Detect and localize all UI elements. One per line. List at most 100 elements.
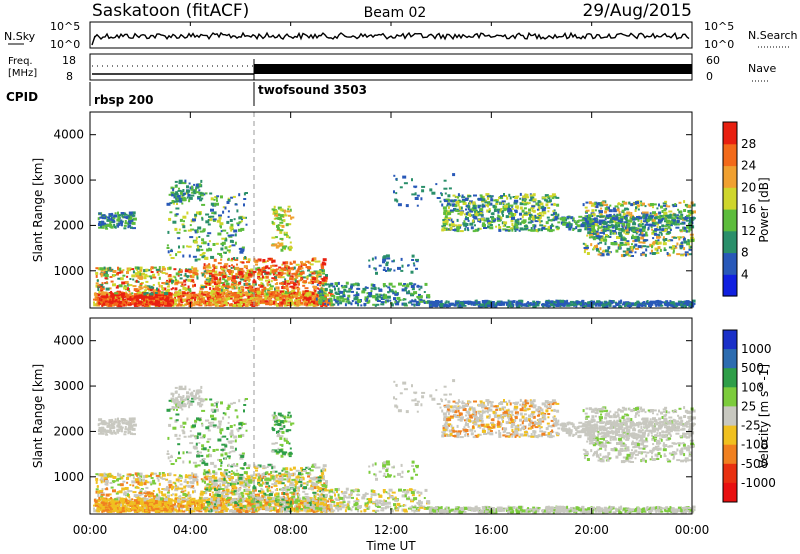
power-cell xyxy=(600,238,605,242)
power-cell xyxy=(201,286,205,289)
power-cell xyxy=(265,271,270,275)
power-cell xyxy=(220,274,224,277)
power-cell xyxy=(407,301,412,304)
power-cell xyxy=(169,295,173,299)
power-cell xyxy=(551,218,556,221)
power-cell xyxy=(239,250,244,254)
power-cell xyxy=(616,214,621,217)
power-cell xyxy=(289,245,292,249)
power-cell xyxy=(655,304,658,307)
power-cell xyxy=(504,223,507,227)
power-cell xyxy=(440,300,443,304)
power-cell xyxy=(687,204,691,208)
power-cell xyxy=(524,201,529,204)
power-cell xyxy=(649,243,652,247)
power-cell xyxy=(289,208,292,212)
power-cell xyxy=(218,214,222,217)
power-cell xyxy=(161,288,165,290)
power-cell xyxy=(278,294,282,297)
power-cell xyxy=(426,294,431,298)
power-cell xyxy=(188,199,191,203)
power-cell xyxy=(105,216,108,219)
power-cell xyxy=(611,243,615,246)
power-cell xyxy=(239,297,243,300)
power-cell xyxy=(683,300,688,304)
power-cell xyxy=(604,236,607,239)
power-cell xyxy=(222,299,227,302)
power-cell xyxy=(295,301,299,305)
power-cell xyxy=(462,304,467,307)
power-cell xyxy=(685,304,689,307)
power-cell xyxy=(226,269,231,272)
power-cell xyxy=(626,223,630,226)
power-cell xyxy=(272,291,277,295)
power-cell xyxy=(642,202,645,206)
power-cell xyxy=(614,205,619,208)
power-cell xyxy=(210,215,215,218)
power-cell xyxy=(325,294,328,297)
power-cell xyxy=(234,293,238,296)
power-cell xyxy=(240,275,243,279)
power-cell xyxy=(477,305,482,308)
power-cell xyxy=(155,294,158,298)
power-cell xyxy=(314,294,317,297)
power-cell xyxy=(479,194,483,197)
power-cell xyxy=(102,269,107,271)
power-cell xyxy=(465,215,468,218)
power-cell xyxy=(118,305,123,308)
power-cell xyxy=(672,251,675,254)
power-cell xyxy=(127,225,130,229)
power-cell xyxy=(150,277,153,280)
power-cell xyxy=(611,216,615,220)
power-cell xyxy=(171,279,174,283)
power-cell xyxy=(279,221,284,224)
power-cell xyxy=(532,300,536,304)
power-cell xyxy=(530,207,535,209)
power-cell xyxy=(498,226,502,230)
power-cell xyxy=(184,269,189,273)
power-cell xyxy=(645,231,648,235)
power-cell xyxy=(165,303,169,306)
power-cell xyxy=(248,279,251,283)
power-cell xyxy=(619,220,623,223)
power-cell xyxy=(129,292,132,295)
power-cell xyxy=(106,223,111,227)
power-cell xyxy=(619,241,624,245)
power-cell xyxy=(575,300,580,304)
power-cell xyxy=(179,199,183,203)
power-cell xyxy=(169,299,174,302)
power-cell xyxy=(260,281,263,285)
power-cell xyxy=(188,196,193,200)
nave-label: Nave xyxy=(748,62,776,75)
power-cell xyxy=(108,301,112,304)
power-cell xyxy=(568,221,571,224)
power-cell xyxy=(444,192,447,195)
power-cell xyxy=(103,266,106,270)
power-cell xyxy=(238,272,240,276)
power-cell xyxy=(173,196,176,199)
power-cell xyxy=(640,204,644,207)
power-cell xyxy=(220,242,225,245)
power-cell xyxy=(485,217,490,221)
power-cell xyxy=(176,231,181,234)
power-cell xyxy=(283,219,286,223)
power-cell xyxy=(411,299,414,302)
power-cell xyxy=(281,270,284,274)
power-cell xyxy=(267,267,271,270)
power-cell xyxy=(648,223,653,227)
power-cell xyxy=(284,280,287,284)
power-cell xyxy=(644,211,649,215)
power-cell xyxy=(205,271,209,275)
power-cell xyxy=(274,283,277,286)
power-cell xyxy=(251,304,256,307)
power-cell xyxy=(677,302,681,306)
power-cell xyxy=(595,234,600,238)
power-cell xyxy=(447,217,452,220)
power-cell xyxy=(686,243,691,246)
power-cell xyxy=(689,246,692,249)
power-cell xyxy=(683,240,688,244)
power-cell xyxy=(167,275,172,278)
power-cell xyxy=(434,301,438,303)
power-cell xyxy=(632,216,635,219)
power-cell xyxy=(244,256,247,259)
